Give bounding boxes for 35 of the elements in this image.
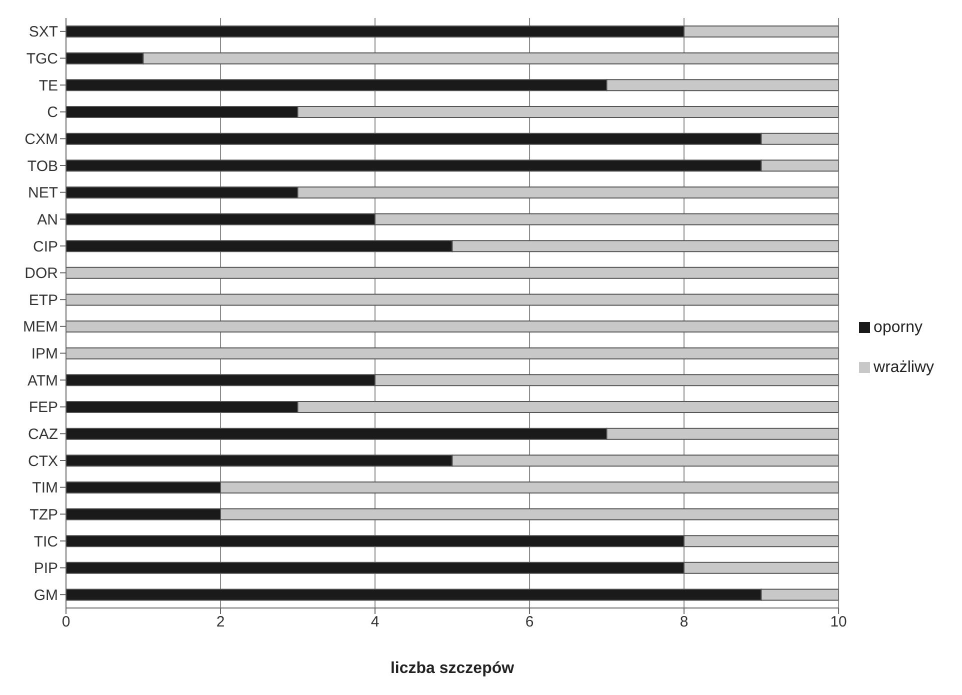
x-axis-title: liczba szczepów bbox=[390, 660, 515, 677]
y-tick-label: TIM bbox=[32, 480, 58, 497]
y-tick-label: CXM bbox=[24, 131, 58, 148]
y-tick-label: PIP bbox=[34, 560, 58, 578]
x-tick-label: 4 bbox=[370, 614, 380, 631]
bar bbox=[66, 266, 839, 279]
y-tick-label: C bbox=[47, 104, 58, 122]
y-tick-label: ATM bbox=[27, 372, 58, 390]
legend-label: wrażliwy bbox=[874, 359, 934, 376]
y-tick-label: IPM bbox=[31, 346, 58, 363]
bar bbox=[66, 347, 839, 360]
y-tick-label: TOB bbox=[27, 158, 58, 175]
y-tick-label: GM bbox=[34, 586, 58, 604]
x-tick-label: 6 bbox=[525, 614, 534, 631]
y-tick-label: AN bbox=[37, 211, 58, 228]
y-tick-label: TZP bbox=[30, 506, 58, 524]
y-tick-label: TGC bbox=[26, 50, 58, 68]
y-tick-label: CTX bbox=[28, 452, 58, 470]
x-tick-label: 0 bbox=[62, 614, 70, 631]
y-tick-label: SXT bbox=[28, 24, 58, 41]
y-tick-label: MEM bbox=[23, 318, 58, 336]
y-tick-label: FEP bbox=[28, 399, 58, 416]
y-tick-label: DOR bbox=[24, 265, 58, 282]
y-tick-label: TIC bbox=[34, 533, 58, 550]
bar bbox=[66, 320, 839, 333]
y-tick-label: CAZ bbox=[28, 426, 58, 444]
y-tick-label: CIP bbox=[32, 238, 58, 256]
y-tick-label: NET bbox=[28, 184, 58, 202]
y-tick-label: TE bbox=[38, 77, 58, 94]
y-tick-label: ETP bbox=[28, 292, 58, 309]
x-tick-label: 8 bbox=[680, 614, 688, 631]
x-tick-label: 2 bbox=[216, 614, 225, 631]
x-tick-label: 10 bbox=[830, 614, 847, 631]
bar bbox=[66, 294, 839, 306]
legend-label: oporny bbox=[874, 319, 922, 336]
